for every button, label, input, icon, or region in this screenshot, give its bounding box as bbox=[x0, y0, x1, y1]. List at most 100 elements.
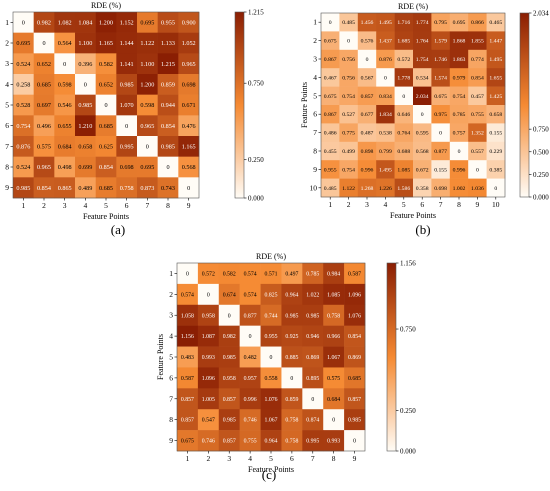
cell-value-label: 0.775 bbox=[342, 131, 355, 137]
cell-value-label: 0.685 bbox=[348, 376, 361, 382]
heatmap-cell bbox=[468, 49, 487, 69]
colorbar-tick-label: 0.750 bbox=[400, 326, 416, 334]
cell-value-label: 0 bbox=[290, 376, 293, 382]
heatmap-cell bbox=[197, 325, 220, 347]
colorbar-tick-label: 0.250 bbox=[248, 156, 264, 164]
heatmap-cell bbox=[413, 49, 432, 69]
cell-value-label: 0 bbox=[402, 94, 405, 100]
cell-value-label: 0.955 bbox=[264, 334, 277, 340]
cell-value-label: 0.795 bbox=[434, 20, 447, 26]
heatmap-cell bbox=[302, 409, 324, 431]
heatmap-cell bbox=[239, 388, 261, 410]
heatmap-cell bbox=[116, 136, 138, 157]
cell-value-label: 1.100 bbox=[140, 61, 154, 68]
heatmap-cell bbox=[339, 105, 359, 124]
cell-value-label: 0.946 bbox=[306, 334, 319, 340]
heatmap-cell bbox=[321, 123, 340, 143]
y-tick-label: 8 bbox=[169, 415, 173, 424]
cell-value-label: 1.754 bbox=[416, 57, 429, 63]
y-tick-label: 3 bbox=[313, 55, 317, 64]
heatmap-cell bbox=[394, 31, 414, 51]
heatmap-cell bbox=[468, 141, 487, 161]
heatmap-cell bbox=[302, 346, 324, 368]
cell-value-label: 0.854 bbox=[348, 334, 361, 340]
heatmap-cell bbox=[33, 53, 55, 75]
cell-value-label: 0.476 bbox=[182, 123, 196, 130]
colorbar-tick-label: 0.750 bbox=[533, 126, 549, 134]
heatmap-cell bbox=[157, 136, 179, 157]
cell-value-label: 0 bbox=[249, 334, 252, 340]
heatmap-cell bbox=[33, 74, 55, 95]
y-tick-label: 3 bbox=[169, 311, 173, 320]
y-tick-label: 2 bbox=[5, 39, 9, 48]
heatmap-cell bbox=[75, 115, 96, 137]
heatmap-cell bbox=[197, 388, 220, 410]
x-tick-label: 9 bbox=[187, 201, 191, 210]
heatmap-cell bbox=[344, 263, 366, 285]
x-tick-label: 5 bbox=[402, 200, 406, 209]
heatmap-cell bbox=[376, 13, 395, 32]
heatmap-cell bbox=[357, 160, 377, 179]
heatmap-cell bbox=[239, 367, 261, 389]
heatmap-cell bbox=[281, 346, 303, 368]
heatmap-cell bbox=[281, 367, 303, 389]
cell-value-label: 0 bbox=[494, 186, 497, 192]
cell-value-label: 1.226 bbox=[379, 186, 392, 192]
colorbar-tick-label: 0.000 bbox=[533, 194, 549, 202]
cell-value-label: 0.985 bbox=[223, 355, 236, 361]
heatmap-cell bbox=[323, 430, 345, 452]
cell-value-label: 0.567 bbox=[361, 75, 374, 81]
heatmap-cell bbox=[449, 105, 469, 124]
x-tick-label: 1 bbox=[328, 200, 332, 209]
heatmap-cell bbox=[344, 388, 366, 410]
cell-value-label: 0.995 bbox=[306, 439, 319, 445]
cell-value-label: 1.052 bbox=[182, 40, 196, 47]
cell-value-label: 0.625 bbox=[99, 144, 113, 151]
heatmap-cell bbox=[394, 49, 414, 69]
cell-value-label: 0.674 bbox=[223, 292, 236, 298]
cell-value-label: 0.485 bbox=[324, 186, 337, 192]
heatmap-cell bbox=[95, 12, 117, 33]
cell-value-label: 1.586 bbox=[397, 186, 410, 192]
cell-value-label: 0.876 bbox=[16, 144, 30, 151]
heatmap-cell bbox=[449, 86, 469, 106]
heatmap-cell bbox=[137, 94, 158, 116]
heatmap-cell bbox=[468, 178, 487, 198]
heatmap-cell bbox=[339, 178, 359, 198]
heatmap-cell bbox=[178, 156, 200, 178]
heatmap-cell bbox=[33, 12, 55, 33]
heatmap-cell bbox=[321, 178, 340, 198]
heatmap-panel-c: RDE (%) 0 0.572 0.582 0.574 0.571 0.497 0.785 0.… bbox=[143, 247, 416, 491]
heatmap-cell bbox=[54, 74, 76, 95]
heatmap-cell bbox=[323, 409, 345, 431]
cell-value-label: 0.465 bbox=[489, 20, 502, 26]
cell-value-label: 0 bbox=[228, 313, 231, 319]
heatmap-cell bbox=[218, 367, 240, 389]
heatmap-cell bbox=[413, 141, 432, 161]
cell-value-label: 1.447 bbox=[489, 39, 502, 45]
x-tick-label: 5 bbox=[269, 454, 273, 463]
heatmap-cell bbox=[116, 32, 138, 54]
cell-value-label: 0.658 bbox=[489, 112, 502, 118]
plot-frame bbox=[320, 12, 506, 198]
panel-caption: (c) bbox=[262, 467, 276, 482]
cell-value-label: 0.885 bbox=[285, 355, 298, 361]
cell-value-label: 0.528 bbox=[16, 102, 30, 109]
heatmap-cell bbox=[357, 49, 377, 69]
heatmap-cell bbox=[54, 136, 76, 157]
cell-value-label: 0.996 bbox=[453, 167, 466, 173]
heatmap-cell bbox=[95, 115, 117, 137]
heatmap-cell bbox=[323, 325, 345, 347]
x-tick-label: 4 bbox=[384, 200, 388, 209]
heatmap-cell bbox=[137, 156, 158, 178]
heatmap-cell bbox=[339, 49, 359, 69]
cell-value-label: 0.576 bbox=[361, 39, 374, 45]
heatmap-cell bbox=[344, 430, 366, 452]
heatmap-cell bbox=[394, 178, 414, 198]
heatmap-cell bbox=[413, 86, 432, 106]
heatmap-cell bbox=[54, 156, 76, 178]
cell-value-label: 0.695 bbox=[16, 40, 30, 47]
cell-value-label: 0.575 bbox=[37, 144, 51, 151]
heatmap-cell bbox=[157, 94, 179, 116]
chart-title: RDE (%) bbox=[398, 2, 428, 11]
